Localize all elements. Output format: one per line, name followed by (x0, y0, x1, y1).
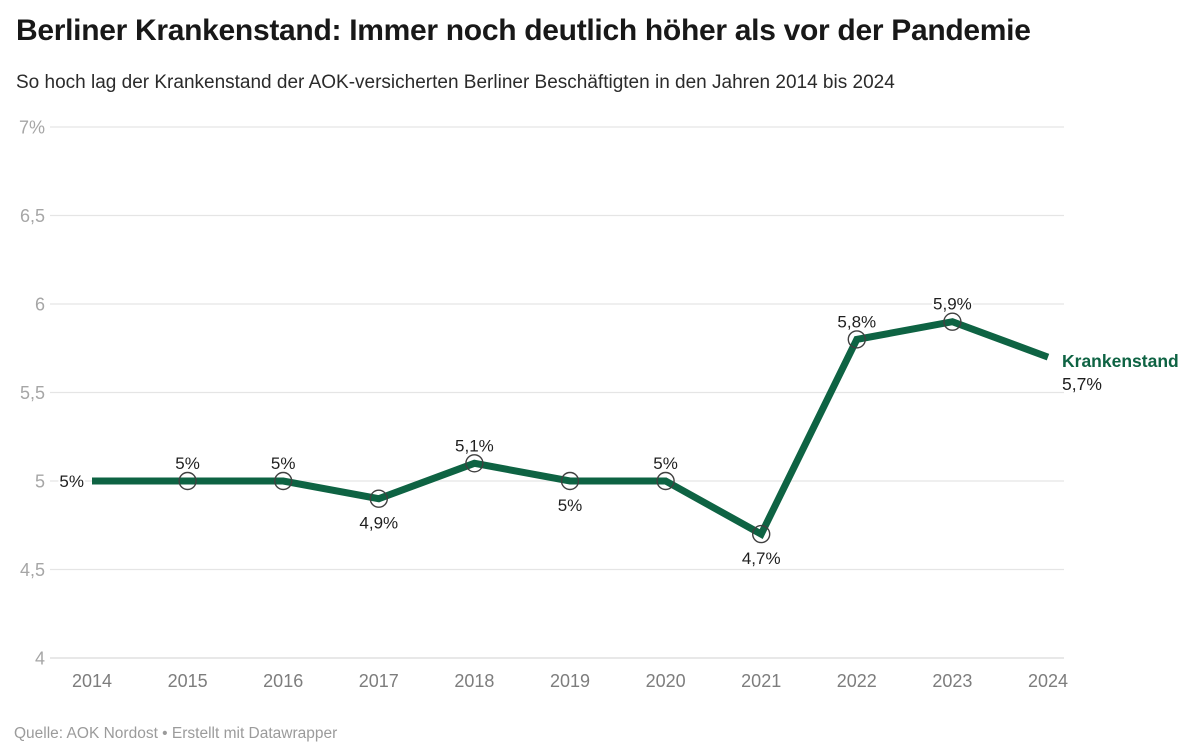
point-label: 5% (653, 454, 678, 473)
data-point-marker (178, 471, 197, 491)
chart-subtitle: So hoch lag der Krankenstand der AOK-ver… (16, 72, 895, 93)
x-tick-label: 2019 (550, 671, 590, 691)
data-point-marker (369, 489, 388, 508)
data-point-marker (943, 312, 962, 331)
x-tick-label: 2022 (837, 671, 877, 691)
data-point-marker (560, 471, 580, 491)
point-label: 5% (271, 454, 296, 473)
data-point-marker (752, 524, 771, 544)
point-label: 5% (175, 454, 200, 473)
point-label: 4,7% (742, 549, 781, 568)
data-point-marker (274, 471, 293, 491)
x-tick-label: 2021 (741, 671, 781, 691)
y-tick-label: 4 (35, 649, 45, 669)
chart-title: Berliner Krankenstand: Immer noch deutli… (16, 14, 1031, 47)
point-label: 4,9% (359, 514, 398, 533)
x-tick-label: 2024 (1028, 671, 1068, 691)
point-label: 5,1% (455, 436, 494, 455)
data-point-marker (847, 330, 866, 349)
data-point-marker (656, 471, 675, 491)
data-line (92, 318, 1050, 539)
series-legend-value: 5,7% (1062, 374, 1102, 394)
y-tick-label: 6 (35, 295, 45, 315)
x-tick-label: 2023 (932, 671, 972, 691)
x-tick-label: 2018 (454, 671, 494, 691)
x-tick-label: 2014 (72, 671, 112, 691)
x-tick-label: 2017 (359, 671, 399, 691)
y-tick-label: 4,5 (20, 560, 45, 580)
point-label: 5,9% (933, 295, 972, 314)
series-legend: Krankenstand 5,7% (1062, 350, 1179, 396)
y-tick-label: 5,5 (20, 383, 45, 403)
x-tick-label: 2016 (263, 671, 303, 691)
y-tick-label: 5 (35, 472, 45, 492)
series-legend-label: Krankenstand (1062, 351, 1179, 371)
point-label: 5,8% (837, 312, 876, 331)
y-tick-label: 7% (19, 118, 45, 138)
y-tick-label: 6,5 (20, 206, 45, 226)
point-label: 5% (59, 472, 84, 491)
x-tick-label: 2020 (646, 671, 686, 691)
x-tick-label: 2015 (168, 671, 208, 691)
data-point-marker (465, 454, 484, 473)
point-label: 5% (558, 496, 583, 515)
source-attribution: Quelle: AOK Nordost • Erstellt mit Dataw… (14, 725, 338, 742)
